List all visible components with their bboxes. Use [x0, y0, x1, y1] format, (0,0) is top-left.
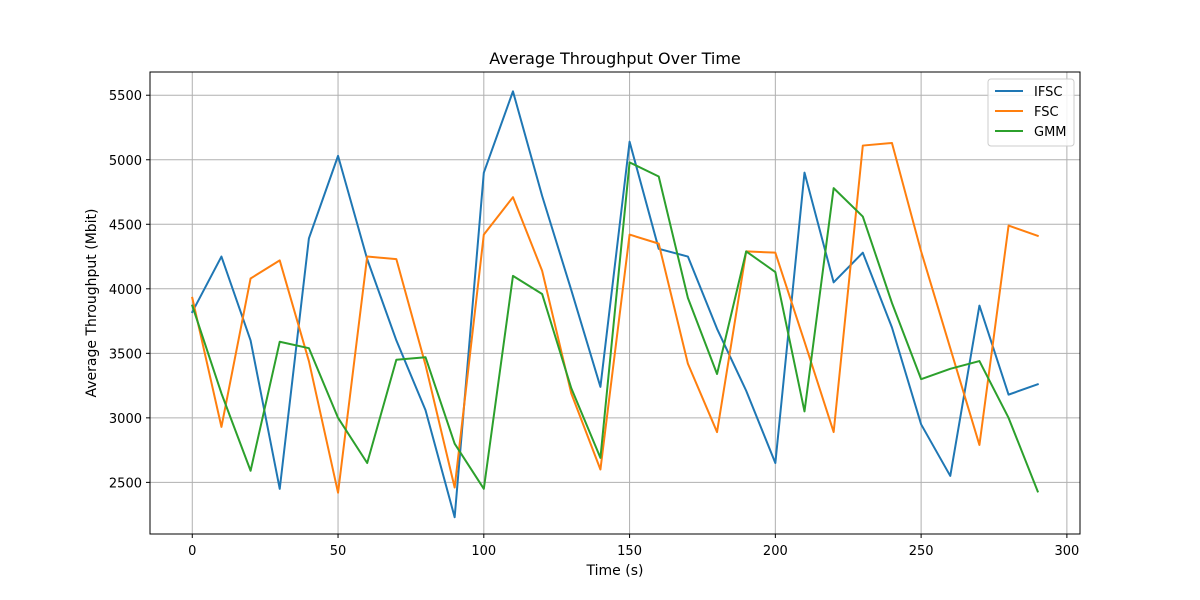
y-tick-label: 4500 — [109, 218, 142, 233]
y-tick-label: 2500 — [109, 476, 142, 491]
ticks: 0 50 100 150 200 250 300 2500 3000 3500 4000 4500 50… — [109, 89, 1079, 559]
grid — [150, 72, 1080, 534]
legend-frame — [987, 78, 1075, 147]
series-line-ifsc — [190, 90, 1040, 519]
x-tick-label: 150 — [617, 544, 642, 559]
legend-label-gmm: GMM — [1034, 125, 1067, 140]
x-tick-label: 0 — [188, 544, 196, 559]
x-tick-label: 50 — [330, 544, 347, 559]
series-group — [190, 90, 1040, 519]
y-tick-label: 3000 — [109, 412, 142, 427]
series-line-fsc — [191, 141, 1040, 494]
x-tick-label: 300 — [1054, 544, 1079, 559]
x-tick-label: 200 — [763, 544, 788, 559]
x-axis-label: Time (s) — [586, 563, 644, 579]
legend-label-ifsc: IFSC — [1034, 85, 1062, 100]
y-axis-label: Average Throughput (Mbit) — [84, 209, 100, 398]
x-tick-label: 250 — [909, 544, 934, 559]
legend: IFSC FSC GMM — [987, 78, 1075, 147]
series-line-gmm — [191, 161, 1040, 493]
y-tick-label: 3500 — [109, 347, 142, 362]
y-tick-label: 5500 — [109, 89, 142, 104]
chart-title: Average Throughput Over Time — [489, 49, 741, 68]
y-tick-label: 4000 — [109, 283, 142, 298]
legend-label-fsc: FSC — [1034, 105, 1059, 120]
plot-frame — [149, 71, 1081, 535]
y-tick-label: 5000 — [109, 154, 142, 169]
x-tick-label: 100 — [471, 544, 496, 559]
